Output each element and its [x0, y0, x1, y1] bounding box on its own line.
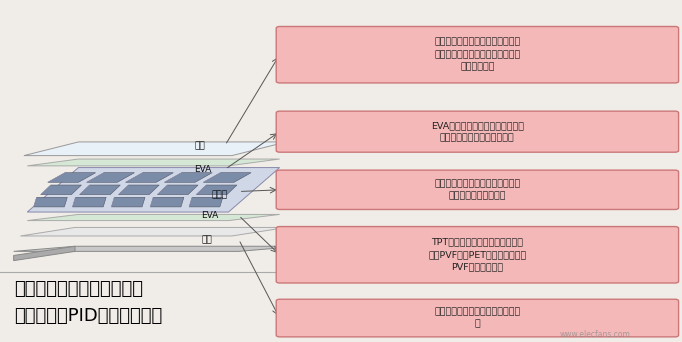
Polygon shape [196, 185, 237, 195]
FancyBboxPatch shape [276, 226, 679, 283]
Text: EVA: EVA [201, 211, 218, 220]
Text: TPT一背板保护材料由聚氟乙烯薄
膜（PVF）一PET（聚酯薄膜）一
PVF三层薄膜构成: TPT一背板保护材料由聚氟乙烯薄 膜（PVF）一PET（聚酯薄膜）一 PVF三层… [428, 238, 527, 272]
Polygon shape [80, 185, 120, 195]
Text: 电池片一电池组件的核心部件主要
成分为单晶硅、多晶硅: 电池片一电池组件的核心部件主要 成分为单晶硅、多晶硅 [434, 179, 520, 200]
Polygon shape [119, 185, 159, 195]
Polygon shape [150, 197, 184, 207]
Polygon shape [111, 197, 145, 207]
FancyBboxPatch shape [276, 111, 679, 152]
Polygon shape [27, 168, 280, 212]
Polygon shape [48, 173, 95, 182]
Text: 电池片: 电池片 [211, 190, 228, 199]
Polygon shape [14, 246, 300, 251]
FancyBboxPatch shape [276, 170, 679, 209]
Polygon shape [158, 185, 198, 195]
Polygon shape [203, 173, 251, 182]
Polygon shape [24, 142, 286, 156]
Text: 玻璃一主要成分二氧化硅，次要成
分有纯碱、石灰石、氯化镁、氧化
铝、芒硝、碳: 玻璃一主要成分二氧化硅，次要成 分有纯碱、石灰石、氯化镁、氧化 铝、芒硝、碳 [434, 38, 520, 72]
Polygon shape [27, 159, 280, 166]
Polygon shape [87, 173, 134, 182]
Text: EVA一乙烯一醋酸乙烯共聚物，具
有耐水性、耐腐蚀性、保温性: EVA一乙烯一醋酸乙烯共聚物，具 有耐水性、耐腐蚀性、保温性 [431, 121, 524, 142]
Polygon shape [125, 173, 173, 182]
Polygon shape [14, 246, 75, 261]
FancyBboxPatch shape [276, 299, 679, 337]
Text: EVA: EVA [194, 165, 211, 174]
Polygon shape [164, 173, 212, 182]
Text: 只有了解了晶硅组件的构成: 只有了解了晶硅组件的构成 [14, 280, 143, 298]
FancyBboxPatch shape [276, 27, 679, 83]
Polygon shape [20, 227, 286, 236]
Polygon shape [41, 185, 81, 195]
Polygon shape [27, 214, 280, 221]
Polygon shape [33, 197, 68, 207]
Polygon shape [189, 197, 223, 207]
Text: www.elecfans.com: www.elecfans.com [559, 330, 630, 339]
Text: ，才能理解PID效应的原因。: ，才能理解PID效应的原因。 [14, 307, 162, 325]
Text: 玻璃: 玻璃 [194, 141, 205, 150]
Text: 边框: 边框 [201, 235, 212, 244]
Text: 边框一主要材质为金属铝，增加组
件: 边框一主要材质为金属铝，增加组 件 [434, 307, 520, 329]
Polygon shape [72, 197, 106, 207]
